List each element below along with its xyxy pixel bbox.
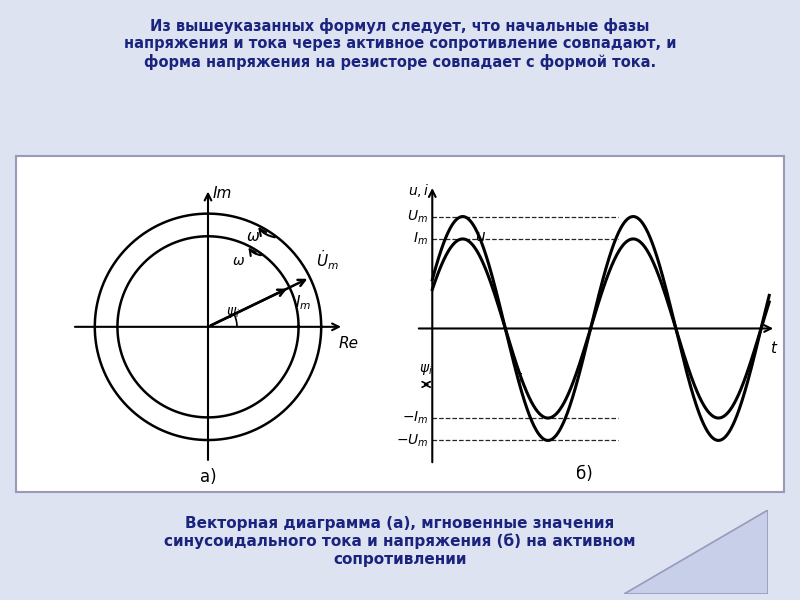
Text: $-U_m$: $-U_m$ bbox=[396, 432, 428, 449]
Text: $\omega$: $\omega$ bbox=[246, 229, 260, 244]
Text: $i$: $i$ bbox=[517, 373, 522, 388]
Text: $\psi_i$: $\psi_i$ bbox=[419, 362, 433, 377]
Text: $\omega$: $\omega$ bbox=[233, 254, 246, 268]
Text: $U_m$: $U_m$ bbox=[407, 208, 428, 225]
Text: Im: Im bbox=[213, 186, 232, 201]
Polygon shape bbox=[624, 510, 768, 594]
Text: $u$: $u$ bbox=[475, 229, 486, 244]
Text: а): а) bbox=[200, 469, 216, 487]
Text: $I_m$: $I_m$ bbox=[414, 231, 428, 247]
Text: $u,i$: $u,i$ bbox=[409, 182, 430, 199]
Text: Векторная диаграмма (а), мгновенные значения
синусоидального тока и напряжения (: Векторная диаграмма (а), мгновенные знач… bbox=[164, 516, 636, 566]
Text: Из вышеуказанных формул следует, что начальные фазы
напряжения и тока через акти: Из вышеуказанных формул следует, что нач… bbox=[124, 18, 676, 70]
Text: $\dot{U}_m$: $\dot{U}_m$ bbox=[316, 248, 339, 272]
Text: $-I_m$: $-I_m$ bbox=[402, 410, 428, 426]
Text: б): б) bbox=[575, 465, 592, 483]
Text: Re: Re bbox=[338, 336, 358, 351]
Text: $\psi_i$: $\psi_i$ bbox=[226, 305, 239, 320]
Text: $t$: $t$ bbox=[770, 340, 779, 356]
Text: $I_m$: $I_m$ bbox=[295, 293, 311, 311]
